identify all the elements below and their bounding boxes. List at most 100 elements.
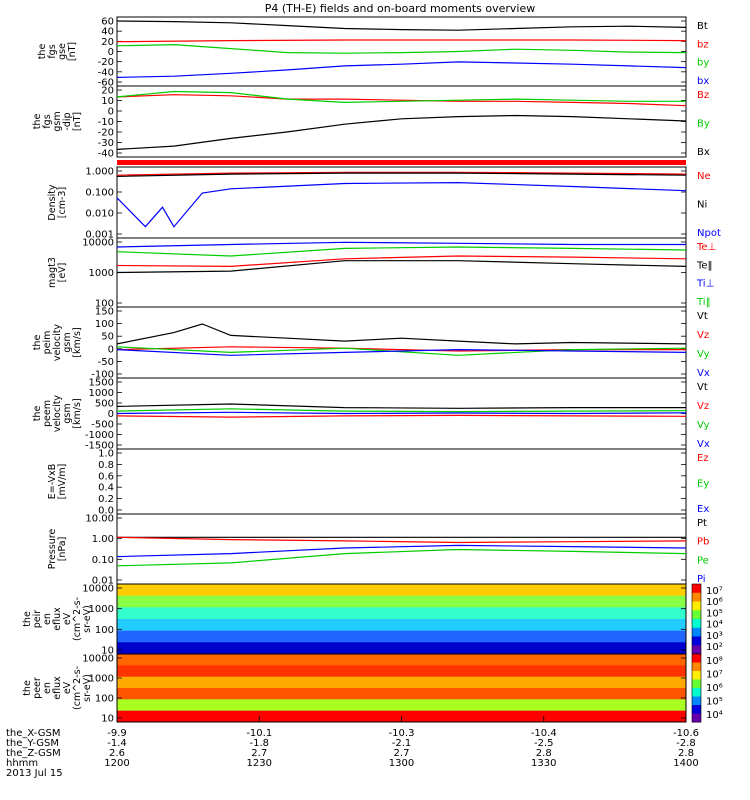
colorbar-segment <box>692 636 701 646</box>
panel-frame <box>116 448 687 515</box>
ephemeris-value: -1.8 <box>249 738 269 749</box>
y-tick-label: 10000 <box>82 584 114 595</box>
series-line-te <box>116 260 687 274</box>
y-tick-label: 500 <box>95 399 114 410</box>
y-tick-label: -100 <box>91 370 114 381</box>
colorbar-segment <box>692 619 701 629</box>
colorbar-segment <box>692 592 701 602</box>
y-axis-label: [km/s] <box>72 327 83 357</box>
y-tick-label: 1.000 <box>85 167 114 178</box>
y-axis-label: [km/s] <box>72 398 83 428</box>
colorbar-label: 10⁶ <box>706 683 723 694</box>
legend-entry: Te‖ <box>696 260 713 271</box>
ephemeris-footer: the_X-GSM -9.9 -10.1 -10.3 -10.4 -10.6 the_Y-G… <box>6 716 699 779</box>
colorbar-label: 10⁵ <box>706 697 723 708</box>
y-axis-label: eV <box>62 681 73 694</box>
y-tick-label: 10 <box>101 714 114 725</box>
y-tick-label: 10000 <box>82 654 114 665</box>
spectrogram-band <box>117 607 686 620</box>
y-axis-label: [mV/m] <box>57 464 68 500</box>
panel-frame <box>116 85 687 158</box>
legend-entry: bz <box>697 39 709 50</box>
y-axis-label: velocity <box>52 324 63 362</box>
y-tick-label: -10 <box>98 117 114 128</box>
ephemeris-value: -10.4 <box>531 728 557 739</box>
ephemeris-value: -2.5 <box>534 738 554 749</box>
ephemeris-label: the_Z-GSM <box>6 748 61 759</box>
legend-entry: bx <box>697 76 709 87</box>
ephemeris-value: 2.7 <box>251 748 267 759</box>
colorbar-label: 10⁴ <box>706 620 723 631</box>
legend-entry: Ni <box>697 200 707 211</box>
colorbar-segment <box>692 713 701 723</box>
series-line-npot <box>116 181 687 228</box>
series-line-by <box>116 90 686 104</box>
ephemeris-label: the_Y-GSM <box>6 738 59 749</box>
colorbar-segment <box>692 662 701 672</box>
series-line-pe <box>116 548 687 567</box>
y-axis-label: the <box>32 406 43 422</box>
y-tick-label: -60 <box>98 78 114 89</box>
series-line-pi <box>116 544 687 558</box>
y-axis-label: gsm <box>52 111 63 131</box>
y-tick-label: 0.10 <box>92 555 114 566</box>
y-tick-label: 20 <box>101 37 114 48</box>
legend-entry: Pe <box>697 555 709 566</box>
y-tick-label: -40 <box>98 67 114 78</box>
ephemeris-value: 1230 <box>247 758 272 769</box>
y-axis-label: [nPa] <box>57 537 68 562</box>
ephemeris-value: -2.1 <box>392 738 412 749</box>
y-tick-label: 0 <box>108 344 114 355</box>
y-tick-label: 1000 <box>89 388 114 399</box>
ephemeris-value: 2.7 <box>394 748 410 759</box>
y-axis-label: eV <box>62 612 73 625</box>
y-axis-label: -dip <box>62 112 73 130</box>
colorbar-segment <box>692 671 701 680</box>
colorbar-frame <box>691 653 702 723</box>
ephemeris-value: -10.6 <box>673 728 699 739</box>
legend-entry: By <box>697 119 710 130</box>
y-axis-label: sr-eV) <box>82 605 93 633</box>
y-axis-label: sr-eV) <box>82 674 93 702</box>
colorbar-segment <box>692 584 701 594</box>
y-tick-label: 150 <box>95 307 114 318</box>
y-axis-label: [nT] <box>67 42 78 61</box>
ephemeris-value: -9.9 <box>107 728 127 739</box>
y-tick-label: 100 <box>95 694 114 705</box>
y-tick-label: 0.0 <box>98 506 114 517</box>
y-tick-label: 10 <box>101 646 114 657</box>
y-axis-label: the <box>32 335 43 351</box>
y-axis-label: [cm-3] <box>57 187 68 218</box>
legend-entry: Npot <box>697 228 721 239</box>
legend-entry: Ti‖ <box>696 297 711 308</box>
colorbar-segment <box>692 688 701 697</box>
y-axis-label: gsm <box>62 403 73 423</box>
colorbar-label: 10⁵ <box>706 608 723 619</box>
y-tick-label: 10000 <box>82 238 114 249</box>
y-axis-label: en <box>42 682 53 694</box>
y-axis-label: E=-VxB <box>47 464 58 499</box>
y-tick-label: 0 <box>108 107 114 118</box>
panel-3: 1.000 0.100 0.010 0.001 Density [cm-3] Ne Ni Npo… <box>47 166 721 241</box>
series-line-ni <box>116 172 687 177</box>
y-axis-label: the <box>22 680 33 696</box>
spectrogram-band <box>117 630 686 643</box>
y-tick-label: 1.0 <box>98 449 114 460</box>
series-line-ti <box>116 246 687 257</box>
series-line-bz <box>116 94 687 107</box>
colorbar-label: 10⁷ <box>706 670 723 681</box>
y-tick-label: -1000 <box>85 430 114 441</box>
colorbar-label: 10⁷ <box>706 586 723 597</box>
colorbar-label: 10⁴ <box>706 710 723 721</box>
series-line-vx <box>116 348 687 356</box>
y-axis-label: [nT] <box>72 112 83 131</box>
colorbar-label: 10⁶ <box>706 597 723 608</box>
series-line-by <box>116 43 687 54</box>
legend-entry: Vy <box>697 349 710 360</box>
y-axis-label: Pressure <box>47 529 58 570</box>
spectrogram-band <box>117 595 686 608</box>
y-tick-label: 1500 <box>89 378 114 389</box>
